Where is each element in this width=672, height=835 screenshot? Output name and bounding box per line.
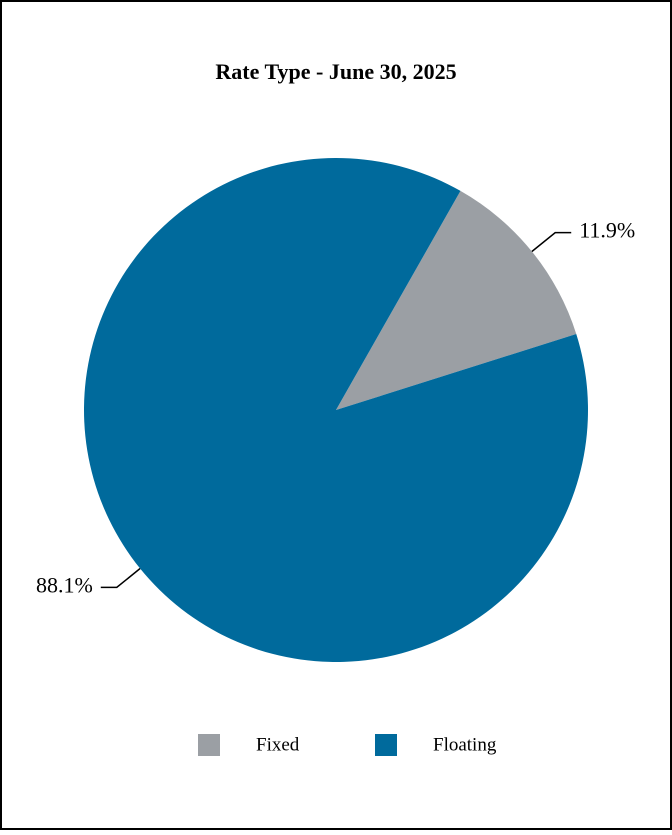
pie-slice [84, 158, 588, 663]
legend-swatch [198, 734, 220, 756]
leader-line [531, 231, 572, 253]
legend-label: Fixed [256, 734, 300, 755]
chart-title: Rate Type - June 30, 2025 [215, 59, 456, 84]
legend-label: Floating [433, 734, 497, 755]
pie-slice [336, 190, 577, 410]
data-label: 88.1% [36, 572, 93, 597]
leader-line [100, 567, 141, 589]
data-label: 11.9% [579, 218, 635, 243]
legend-swatch [375, 734, 397, 756]
